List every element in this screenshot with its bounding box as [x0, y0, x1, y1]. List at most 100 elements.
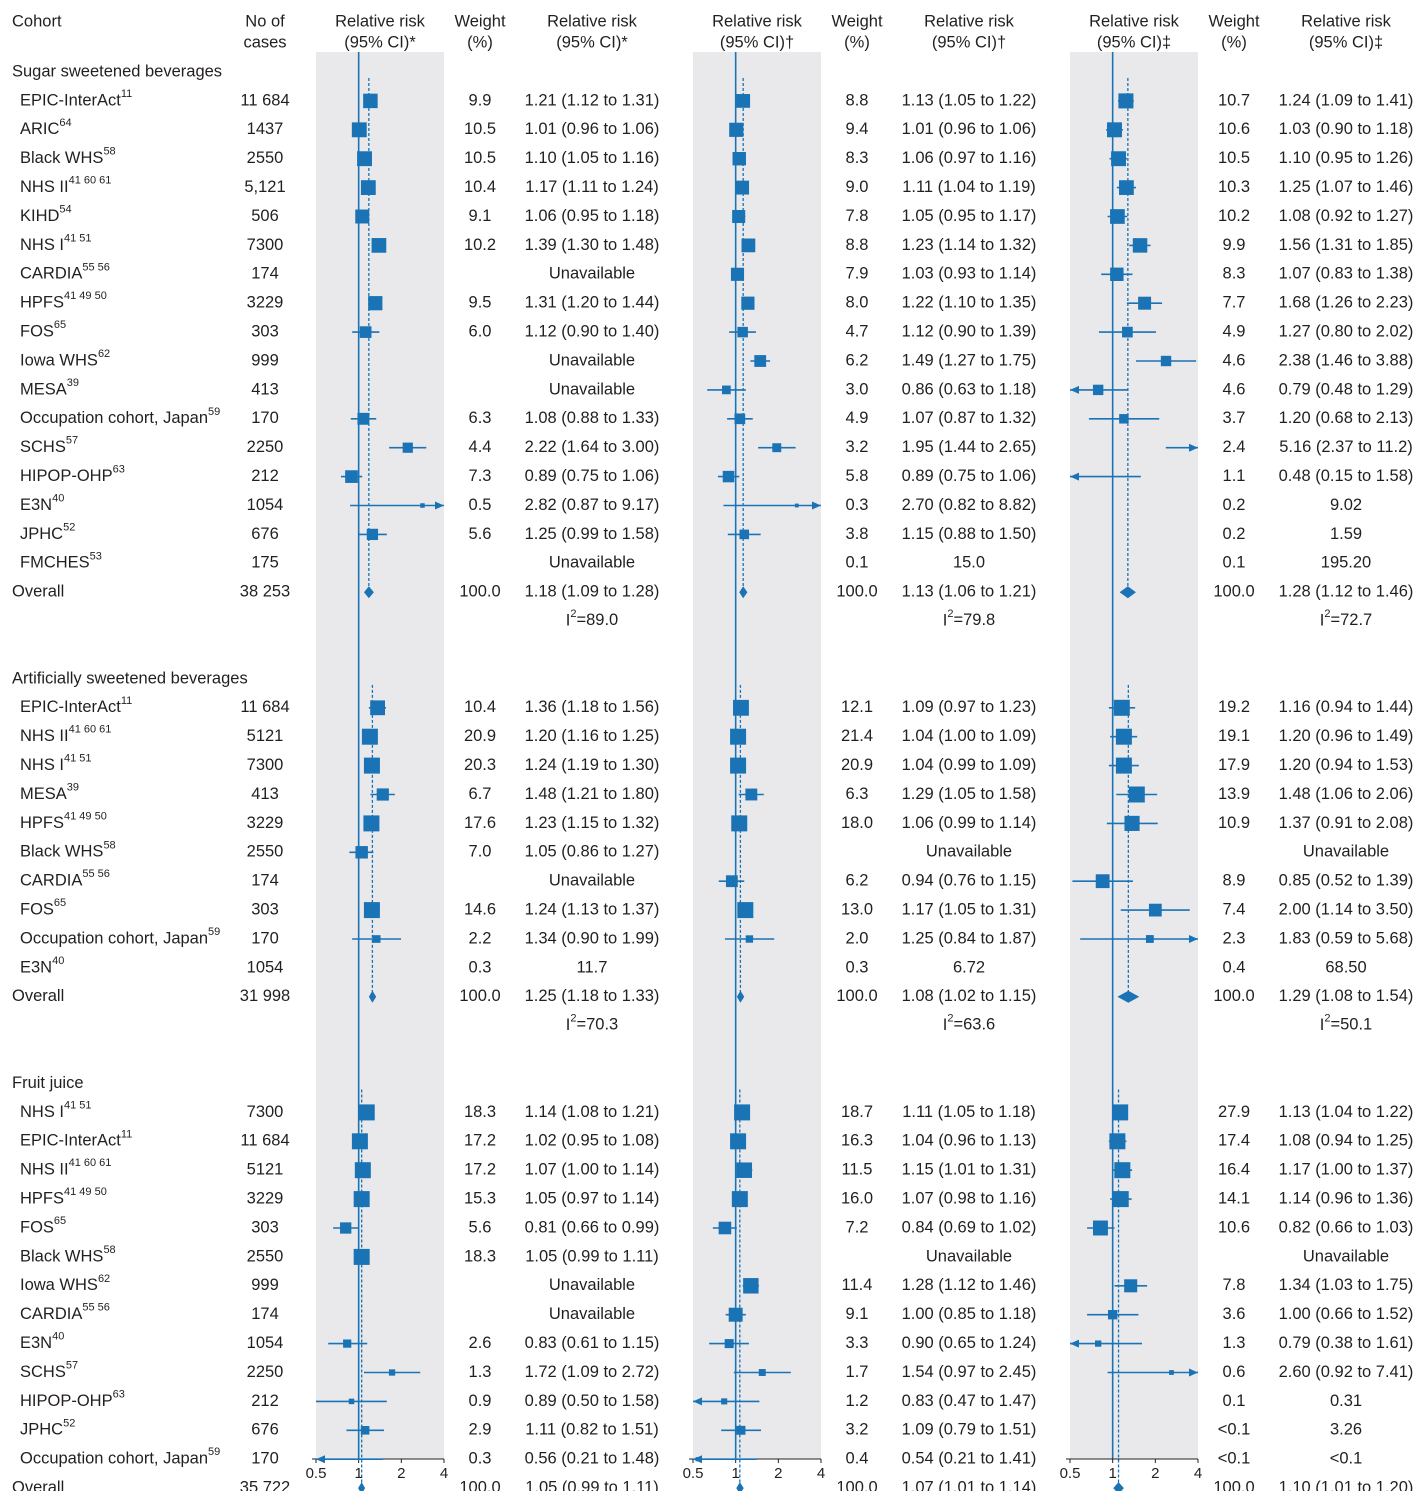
cohort-name: Occupation cohort, Japan59 [20, 1446, 220, 1467]
overall-label: Overall [12, 987, 64, 1005]
weight-value: 0.6 [1223, 1363, 1246, 1381]
effect-size-marker [359, 326, 372, 338]
reference-superscript: 41 60 61 [69, 175, 112, 187]
overall-weight: 100.0 [459, 1478, 500, 1491]
effect-size-marker [1148, 903, 1162, 917]
effect-size-marker [794, 503, 799, 508]
relative-risk-value: 1.25 (0.99 to 1.58) [525, 525, 660, 543]
weight-value: 10.7 [1218, 91, 1250, 109]
relative-risk-value: 1.48 (1.21 to 1.80) [525, 785, 660, 803]
reference-superscript: 58 [103, 839, 115, 851]
cohort-name: NHS I41 51 [20, 232, 92, 253]
relative-risk-value: 0.89 (0.50 to 1.58) [525, 1392, 660, 1410]
relative-risk-value: 0.81 (0.66 to 0.99) [525, 1218, 660, 1236]
column-header-rr: (95% CI)* [556, 33, 628, 51]
relative-risk-value: Unavailable [549, 872, 635, 890]
relative-risk-value: 1.14 (0.96 to 1.36) [1279, 1189, 1414, 1207]
cohort-name: FOS65 [20, 1215, 66, 1236]
overall-weight: 100.0 [836, 987, 877, 1005]
relative-risk-value: 1.24 (1.09 to 1.41) [1279, 91, 1414, 109]
effect-size-marker [1111, 151, 1126, 167]
effect-size-marker [1112, 1191, 1129, 1208]
effect-size-marker [360, 1426, 370, 1435]
effect-size-marker [730, 757, 747, 774]
relative-risk-value: 1.20 (0.96 to 1.49) [1279, 727, 1414, 745]
weight-value: 9.4 [846, 120, 869, 138]
weight-value: 4.9 [846, 409, 869, 427]
case-count: 303 [251, 322, 279, 340]
ci-arrow-right [812, 501, 821, 510]
case-count: 7300 [247, 1103, 284, 1121]
relative-risk-value: 1.24 (1.19 to 1.30) [525, 756, 660, 774]
effect-size-marker [388, 1369, 396, 1376]
overall-weight: 100.0 [836, 1478, 877, 1491]
weight-value: 3.6 [1223, 1305, 1246, 1323]
effect-size-marker [733, 699, 749, 716]
relative-risk-value: 11.7 [577, 958, 608, 976]
relative-risk-value: 2.82 (0.87 to 9.17) [525, 496, 660, 514]
weight-value: 8.3 [846, 149, 869, 167]
cohort-name: NHS II41 60 61 [20, 1157, 111, 1178]
x-tick-label: 2 [774, 1465, 782, 1482]
relative-risk-value: 1.49 (1.27 to 1.75) [902, 351, 1037, 369]
effect-size-marker [1118, 93, 1134, 109]
reference-superscript: 55 56 [82, 1302, 110, 1314]
effect-size-marker [1119, 414, 1129, 424]
cohort-name: NHS I41 51 [20, 1099, 92, 1120]
relative-risk-value: 0.56 (0.21 to 1.48) [525, 1450, 660, 1468]
effect-size-marker [729, 122, 744, 137]
effect-size-marker [371, 238, 387, 253]
weight-value: 6.2 [846, 872, 869, 890]
plot-panel-background [316, 52, 444, 1459]
weight-value: 6.7 [469, 785, 492, 803]
relative-risk-value: Unavailable [549, 380, 635, 398]
effect-size-marker [735, 180, 750, 195]
overall-diamond [1117, 990, 1140, 1003]
weight-value: 2.9 [469, 1421, 492, 1439]
relative-risk-value: 1.20 (0.68 to 2.13) [1279, 409, 1414, 427]
relative-risk-value: 1.13 (1.04 to 1.22) [1279, 1103, 1414, 1121]
relative-risk-value: 1.56 (1.31 to 1.85) [1279, 236, 1414, 254]
weight-value: 7.2 [846, 1218, 869, 1236]
cohort-name: EPIC-InterAct11 [20, 1128, 132, 1149]
heterogeneity-i2: I2=63.6 [943, 1013, 995, 1034]
relative-risk-value: 1.23 (1.15 to 1.32) [525, 814, 660, 832]
heterogeneity-i2: I2=72.7 [1320, 608, 1372, 629]
effect-size-marker [745, 788, 758, 801]
case-count: 506 [251, 207, 279, 225]
case-count: 999 [251, 1276, 279, 1294]
ci-arrow-left [693, 1397, 702, 1406]
reference-superscript: 41 60 61 [69, 1157, 112, 1169]
relative-risk-value: 6.72 [953, 958, 985, 976]
weight-value: 2.3 [1223, 929, 1246, 947]
relative-risk-value: 1.28 (1.12 to 1.46) [902, 1276, 1037, 1294]
weight-value: 9.9 [469, 91, 492, 109]
weight-value: 2.0 [846, 929, 869, 947]
case-count: 3229 [247, 1189, 284, 1207]
effect-size-marker [721, 1398, 728, 1405]
weight-value: 10.5 [464, 120, 496, 138]
overall-case-count: 31 998 [240, 987, 290, 1005]
relative-risk-value: 1.06 (0.97 to 1.16) [902, 149, 1037, 167]
relative-risk-value: 0.79 (0.48 to 1.29) [1279, 380, 1414, 398]
cohort-name: E3N40 [20, 1331, 64, 1352]
weight-value: 9.9 [1223, 236, 1246, 254]
column-header-plot: Relative risk [1089, 12, 1180, 30]
cohort-name: ARIC64 [20, 117, 72, 138]
relative-risk-value: 1.15 (0.88 to 1.50) [902, 525, 1037, 543]
effect-size-marker [736, 1425, 746, 1435]
weight-value: 2.6 [469, 1334, 492, 1352]
overall-weight: 100.0 [1213, 1478, 1254, 1491]
weight-value: 10.4 [464, 178, 496, 196]
case-count: 11 684 [240, 91, 289, 109]
weight-value: 0.4 [846, 1450, 869, 1468]
weight-value: 8.9 [1223, 872, 1246, 890]
weight-value: 2.4 [1223, 438, 1246, 456]
weight-value: 19.2 [1218, 698, 1250, 716]
relative-risk-value: 1.68 (1.26 to 2.23) [1279, 294, 1414, 312]
relative-risk-value: 1.05 (0.86 to 1.27) [525, 843, 660, 861]
effect-size-marker [1124, 815, 1140, 831]
overall-diamond [1113, 1482, 1124, 1491]
column-header-plot: (95% CI)‡ [1097, 33, 1171, 51]
relative-risk-value: 1.22 (1.10 to 1.35) [902, 294, 1037, 312]
